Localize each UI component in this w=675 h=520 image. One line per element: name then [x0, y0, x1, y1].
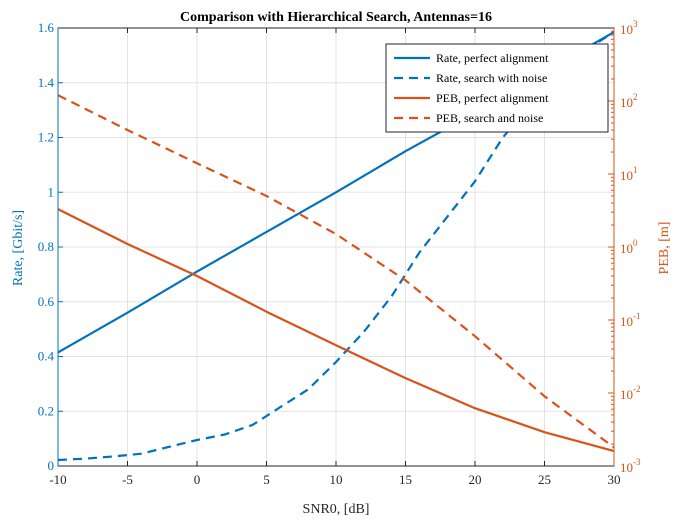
y-left-tick-label: 1.2 [38, 130, 54, 145]
y-left-tick-label: 1.6 [38, 20, 55, 35]
chart-title: Comparison with Hierarchical Search, Ant… [180, 10, 492, 25]
y-left-tick-label: 1.4 [38, 75, 55, 90]
x-tick-label: -5 [122, 472, 133, 487]
y-right-tick-label: 10-2 [620, 384, 641, 402]
series-line-3 [57, 208, 615, 453]
axes: -10 -5 0 5 10 15 20 25 30 0 0.2 0.4 0.6 0.8 1 1.2 1.4 1.6… [38, 19, 641, 487]
x-tick-label: 15 [399, 472, 412, 487]
legend: Rate, perfect alignment Rate, search with… [385, 43, 609, 133]
x-tick-label: 10 [330, 472, 343, 487]
y-left-tick-label: 0.8 [38, 239, 54, 254]
y-left-tick-label: 0.6 [38, 294, 55, 309]
y-right-tick-label: 100 [620, 238, 638, 256]
x-tick-label: 0 [194, 472, 201, 487]
legend-label-1: Rate, perfect alignment [436, 51, 549, 65]
y-axis-left-label: Rate, [Gbit/s] [11, 210, 26, 286]
y-left-tick-label: 1 [48, 184, 55, 199]
legend-label-4: PEB, search and noise [436, 111, 543, 125]
series-line-4 [57, 94, 615, 449]
x-tick-label: 5 [263, 472, 270, 487]
legend-label-2: Rate, search with noise [436, 71, 547, 85]
y-left-tick-label: 0.4 [38, 349, 55, 364]
y-right-tick-label: 10-3 [620, 457, 641, 475]
x-tick-label: 25 [538, 472, 551, 487]
y-right-tick-label: 101 [620, 165, 638, 183]
y-right-tick-label: 10-1 [620, 311, 641, 329]
y-axis-right-label: PEB, [m] [657, 222, 672, 275]
x-tick-label: 30 [608, 472, 621, 487]
y-left-tick-label: 0.2 [38, 403, 54, 418]
x-axis-label: SNR0, [dB] [303, 502, 370, 517]
x-tick-label: -10 [49, 472, 66, 487]
y-right-tick-label: 102 [620, 92, 638, 110]
series-line-2 [57, 31, 615, 462]
y-left-tick-label: 0 [48, 458, 55, 473]
x-tick-label: 20 [469, 472, 482, 487]
legend-label-3: PEB, perfect alignment [436, 91, 549, 105]
y-right-tick-label: 103 [620, 19, 638, 37]
